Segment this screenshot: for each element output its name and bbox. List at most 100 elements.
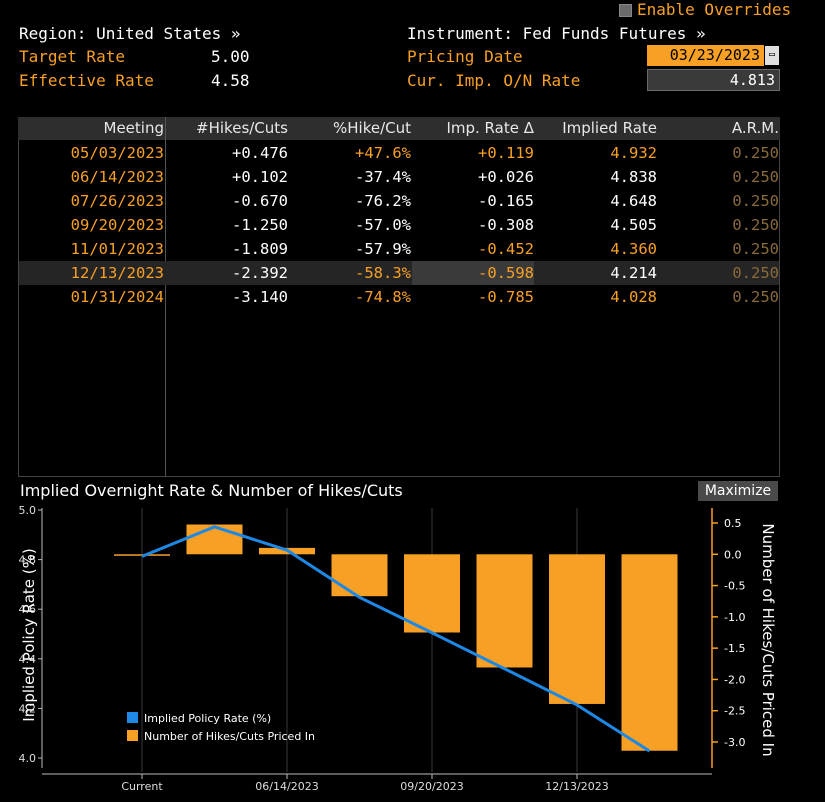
cell-pct: -58.3% <box>355 264 411 282</box>
cell-arm: 0.250 <box>732 240 779 258</box>
cell-delta: +0.026 <box>478 168 534 186</box>
bar-09-20-2023 <box>404 554 460 633</box>
chart: 4.0 4.2 4.4 4.6 4.8 5.0 0.5 0.0 -0.5 -1.0 -1.5 -2.… <box>19 504 778 793</box>
cell-hikes: -1.250 <box>232 216 288 234</box>
col-implied-rate[interactable]: Implied Rate <box>562 119 657 137</box>
right-tick-label: -2.0 <box>724 673 745 686</box>
right-tick-label: -2.5 <box>724 705 745 718</box>
cell-hikes: -0.670 <box>232 192 288 210</box>
cell-pct: -37.4% <box>355 168 411 186</box>
cell-delta: -0.165 <box>478 192 534 210</box>
cell-implied: 4.505 <box>610 216 657 234</box>
enable-overrides-checkbox[interactable] <box>619 4 632 17</box>
legend-swatch-rate <box>127 712 138 723</box>
cell-delta: -0.785 <box>478 288 534 306</box>
maximize-button[interactable]: Maximize <box>698 481 778 501</box>
region-selector[interactable]: Region: United States » <box>19 24 241 43</box>
enable-overrides-label[interactable]: Enable Overrides <box>637 0 792 19</box>
cell-meeting: 12/13/2023 <box>70 264 164 282</box>
bar-12-13-2023 <box>549 554 605 704</box>
bar-05-03-2023 <box>186 524 243 555</box>
col-hikes-cuts[interactable]: #Hikes/Cuts <box>196 119 288 137</box>
bar-11-01-2023 <box>476 554 533 668</box>
cell-pct: -57.9% <box>355 240 411 258</box>
right-tick-label: 0.0 <box>724 548 742 561</box>
cell-implied: 4.214 <box>610 264 657 282</box>
chart-title: Implied Overnight Rate & Number of Hikes… <box>20 481 403 500</box>
legend-swatch-hikes <box>127 730 138 741</box>
legend-rate-label: Implied Policy Rate (%) <box>144 712 271 725</box>
table-header <box>18 117 780 140</box>
pricing-date-label: Pricing Date <box>407 47 523 66</box>
implied-rate-line <box>141 525 651 753</box>
right-tick-label: 0.5 <box>724 517 742 530</box>
cur-imp-rate-label: Cur. Imp. O/N Rate <box>407 71 581 90</box>
left-tick-label: 4.4 <box>19 653 37 666</box>
right-axis-ticks: 0.5 0.0 -0.5 -1.0 -1.5 -2.0 -2.5 -3.0 <box>712 517 745 749</box>
legend-hikes-label: Number of Hikes/Cuts Priced In <box>144 730 315 743</box>
left-axis-ticks: 4.0 4.2 4.4 4.6 4.8 5.0 <box>19 504 42 765</box>
bar-01-31-2024 <box>621 554 678 751</box>
col-meeting[interactable]: Meeting <box>103 119 164 137</box>
cell-meeting: 01/31/2024 <box>70 288 164 306</box>
left-tick-label: 5.0 <box>19 504 37 517</box>
x-tick-label: Current <box>121 780 163 793</box>
bar-07-26-2023 <box>331 554 388 597</box>
cell-implied: 4.838 <box>610 168 657 186</box>
left-tick-label: 4.6 <box>19 603 37 616</box>
cell-pct: -57.0% <box>355 216 411 234</box>
cell-delta: +0.119 <box>478 144 534 162</box>
cell-arm: 0.250 <box>732 144 779 162</box>
cell-hikes: -2.392 <box>232 264 288 282</box>
cell-arm: 0.250 <box>732 264 779 282</box>
cell-meeting: 09/20/2023 <box>70 216 164 234</box>
hikes-cuts-bars <box>114 524 678 751</box>
calendar-icon[interactable]: ▭ <box>765 46 779 65</box>
x-tick-label: 09/20/2023 <box>400 780 463 793</box>
selected-row-highlight <box>19 261 779 285</box>
chart-legend: Implied Policy Rate (%) Number of Hikes/… <box>127 712 315 743</box>
cell-delta: -0.452 <box>478 240 534 258</box>
cell-arm: 0.250 <box>732 288 779 306</box>
left-tick-label: 4.2 <box>19 702 37 715</box>
cell-delta: -0.308 <box>478 216 534 234</box>
col-arm[interactable]: A.R.M. <box>731 119 779 137</box>
target-rate-value: 5.00 <box>211 47 250 66</box>
cell-pct: +47.6% <box>355 144 411 162</box>
cell-arm: 0.250 <box>732 216 779 234</box>
cell-implied: 4.932 <box>610 144 657 162</box>
right-tick-label: -1.5 <box>724 642 745 655</box>
left-axis-label: Implied Policy Rate (%) <box>20 548 38 721</box>
cell-implied: 4.028 <box>610 288 657 306</box>
instrument-selector[interactable]: Instrument: Fed Funds Futures » <box>407 24 706 43</box>
cell-arm: 0.250 <box>732 192 779 210</box>
pricing-date-input[interactable]: 03/23/2023 <box>647 45 764 66</box>
cell-hikes: +0.476 <box>232 144 288 162</box>
cell-hikes: +0.102 <box>232 168 288 186</box>
right-tick-label: -0.5 <box>724 580 745 593</box>
x-tick-label: 12/13/2023 <box>545 780 608 793</box>
cell-meeting: 05/03/2023 <box>70 144 164 162</box>
cell-hikes: -3.140 <box>232 288 288 306</box>
cell-implied: 4.360 <box>610 240 657 258</box>
col-pct-hike-cut[interactable]: %Hike/Cut <box>333 119 411 137</box>
cell-meeting: 07/26/2023 <box>70 192 164 210</box>
x-axis-ticks: Current 06/14/2023 09/20/2023 12/13/2023 <box>121 774 609 793</box>
cell-hikes: -1.809 <box>232 240 288 258</box>
left-tick-label: 4.8 <box>19 554 37 567</box>
col-imp-rate-delta[interactable]: Imp. Rate Δ <box>446 119 534 137</box>
cell-meeting: 11/01/2023 <box>70 240 164 258</box>
x-tick-label: 06/14/2023 <box>255 780 318 793</box>
right-tick-label: -3.0 <box>724 736 745 749</box>
cell-implied: 4.648 <box>610 192 657 210</box>
cell-pct: -74.8% <box>355 288 411 306</box>
cell-pct: -76.2% <box>355 192 411 210</box>
right-axis-label: Number of Hikes/Cuts Priced In <box>759 523 777 756</box>
left-tick-label: 4.0 <box>19 752 37 765</box>
right-tick-label: -1.0 <box>724 611 745 624</box>
target-rate-label: Target Rate <box>19 47 125 66</box>
cell-delta: -0.598 <box>478 264 534 282</box>
cur-imp-rate-field: 4.813 <box>647 69 780 91</box>
effective-rate-label: Effective Rate <box>19 71 154 90</box>
cell-arm: 0.250 <box>732 168 779 186</box>
